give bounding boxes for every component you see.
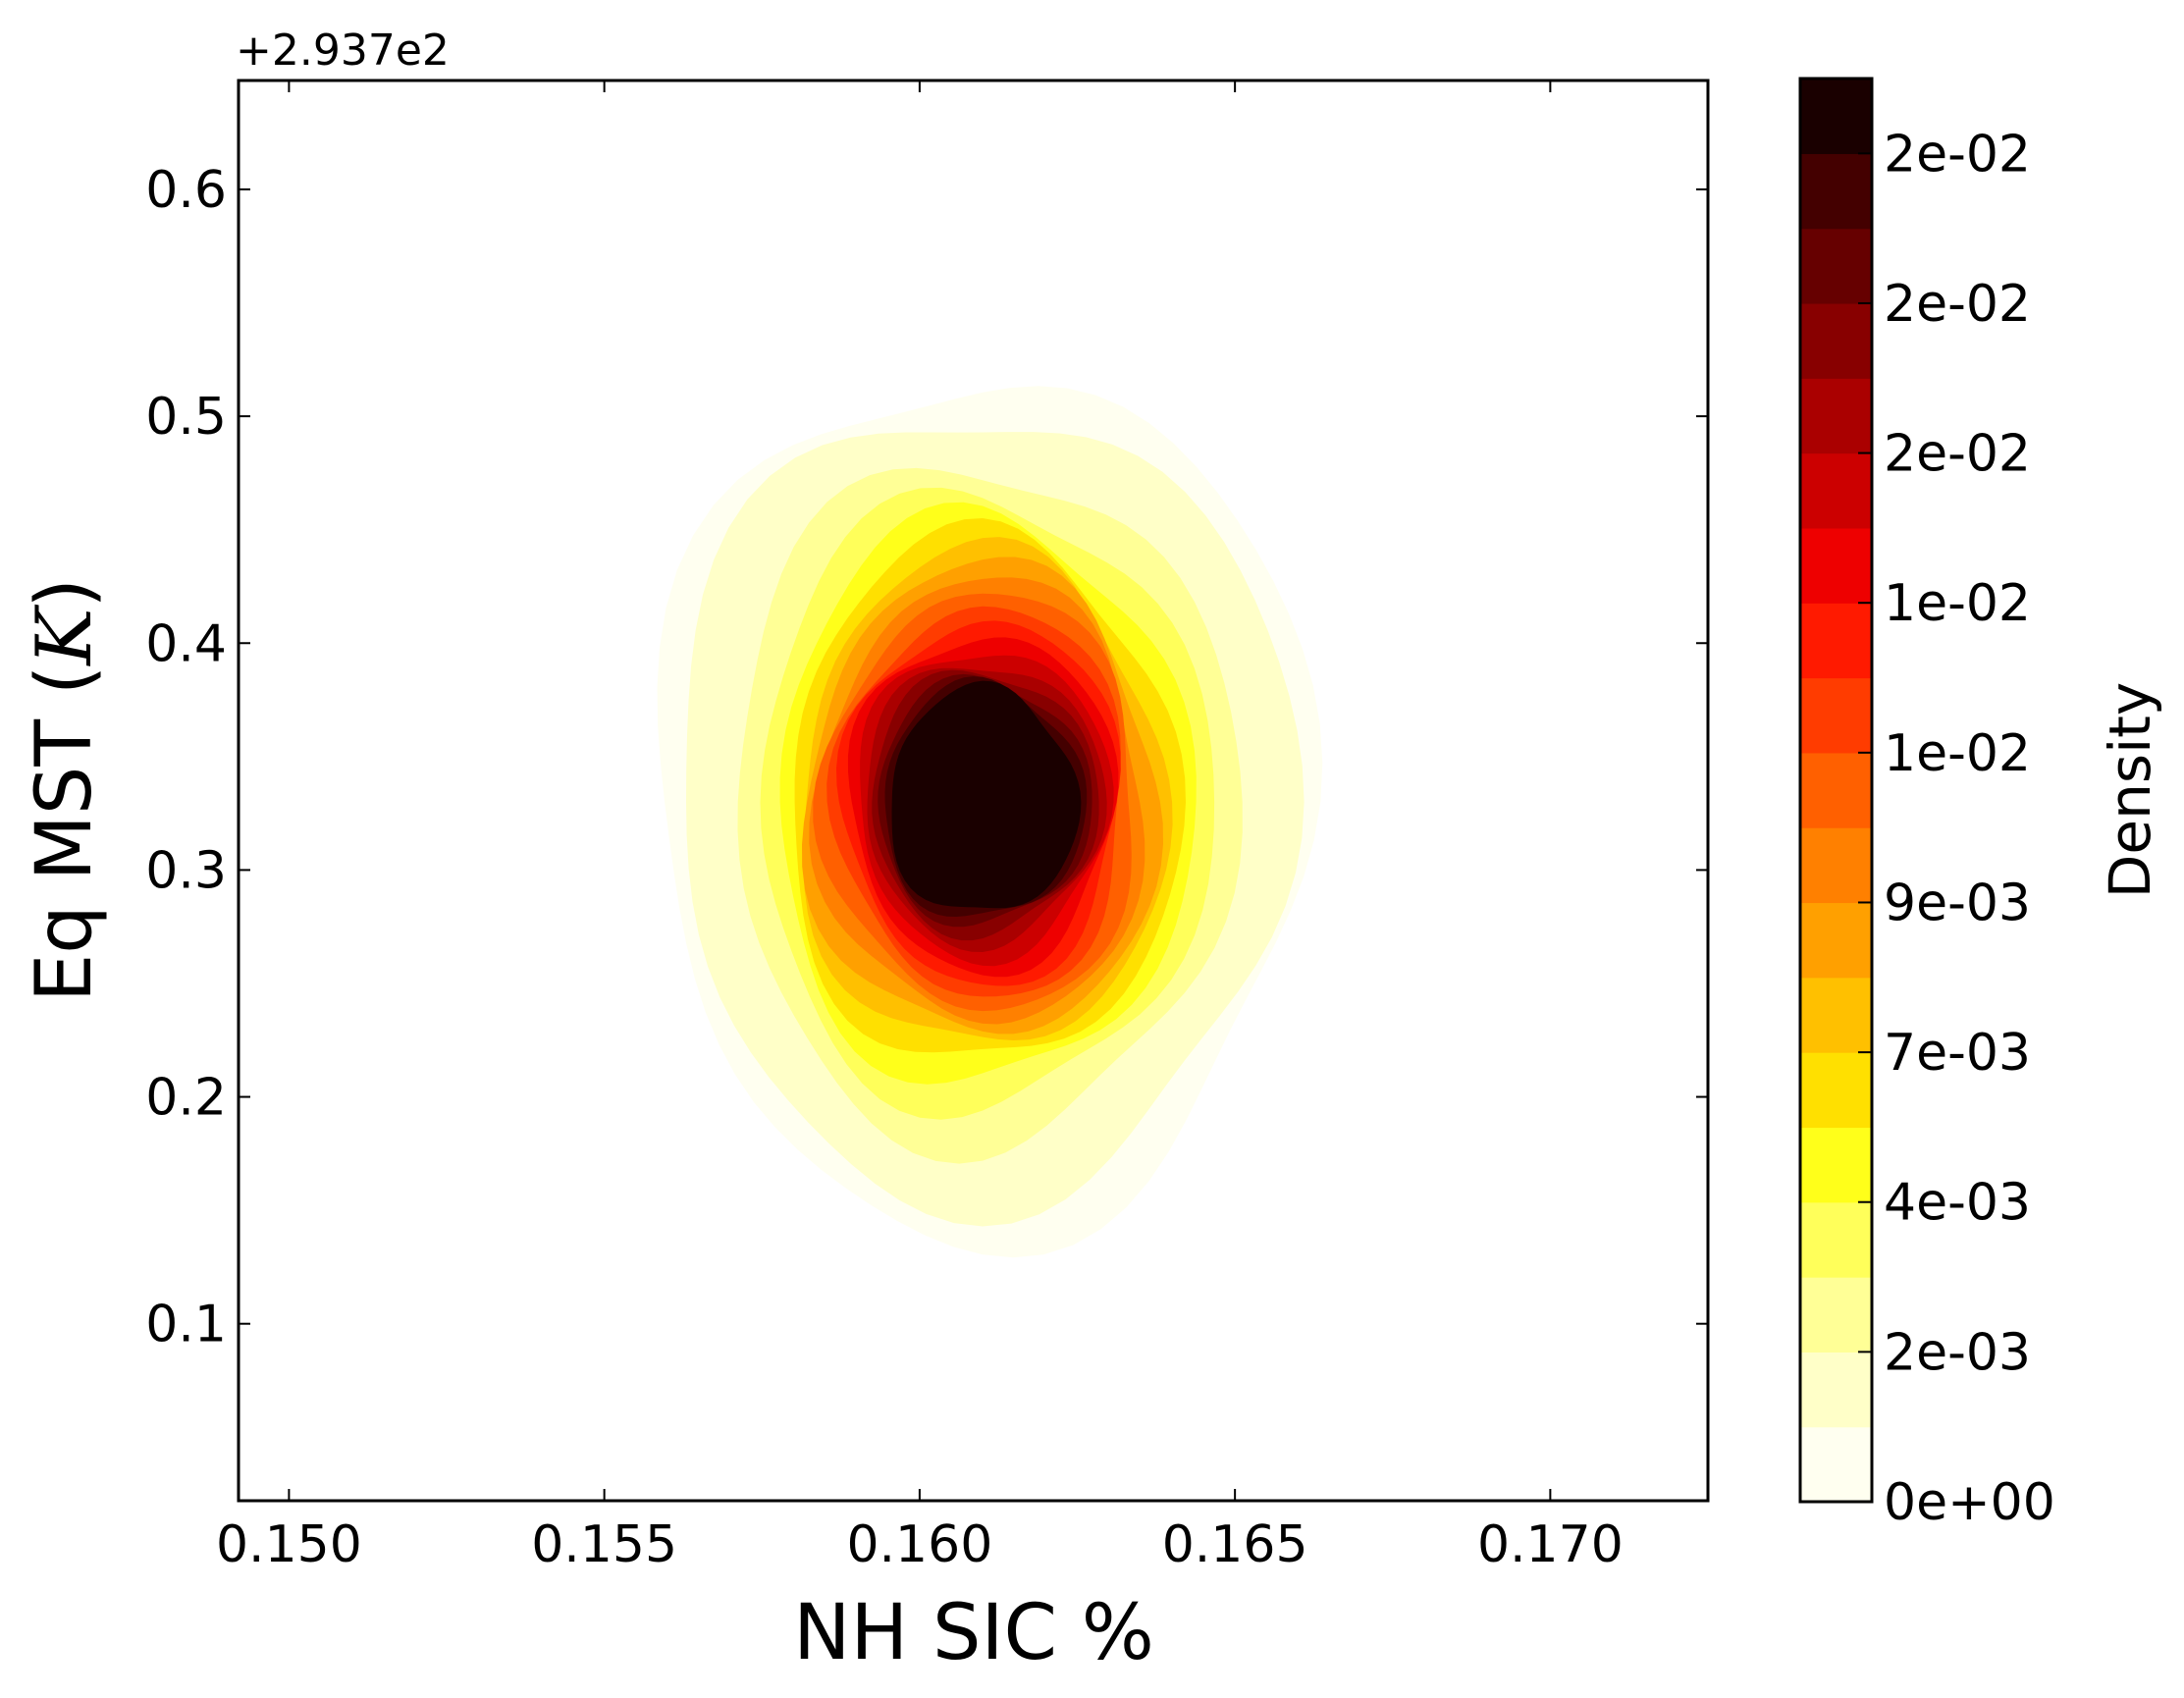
y-tick-label: 0.5 bbox=[145, 388, 227, 447]
y-tick-label: 0.6 bbox=[145, 161, 227, 220]
x-tick-label: 0.155 bbox=[531, 1515, 677, 1574]
colorbar-band bbox=[1800, 1052, 1872, 1129]
colorbar-band bbox=[1800, 1277, 1872, 1353]
y-axis-label: Eq MST (K) bbox=[21, 578, 109, 1002]
y-offset-label: +2.937e2 bbox=[236, 26, 450, 76]
colorbar-band bbox=[1800, 153, 1872, 230]
colorbar-band bbox=[1800, 228, 1872, 304]
y-tick-label: 0.2 bbox=[145, 1069, 227, 1128]
colorbar-band bbox=[1800, 1352, 1872, 1428]
plot-frame bbox=[237, 79, 1710, 1503]
x-axis: 0.150 0.155 0.160 0.165 0.170 bbox=[216, 80, 1624, 1574]
colorbar-band bbox=[1800, 1426, 1872, 1503]
colorbar-band bbox=[1800, 1201, 1872, 1278]
plot-area: 0.150 0.155 0.160 0.165 0.170 0.10.20.30.40.… bbox=[21, 26, 1710, 1677]
colorbar-band bbox=[1800, 752, 1872, 828]
colorbar-frame bbox=[1798, 77, 1874, 1504]
colorbar-tick-label: 9e-03 bbox=[1884, 874, 2031, 932]
colorbar-band bbox=[1800, 527, 1872, 604]
y-tick-label: 0.1 bbox=[145, 1296, 227, 1354]
colorbar-ticks: 0e+00 2e-03 4e-03 7e-03 9e-03 1e-02 1e-02 2e-02… bbox=[1858, 125, 2055, 1532]
colorbar-tick-label: 4e-03 bbox=[1884, 1174, 2031, 1233]
colorbar-tick-label: 2e-03 bbox=[1884, 1323, 2031, 1382]
colorbar-band bbox=[1800, 603, 1872, 679]
colorbar-tick-label: 7e-03 bbox=[1884, 1024, 2031, 1083]
density-contours bbox=[657, 386, 1323, 1258]
x-tick-label: 0.160 bbox=[846, 1515, 992, 1574]
colorbar-band bbox=[1800, 378, 1872, 454]
colorbar-tick-label: 1e-02 bbox=[1884, 724, 2031, 783]
contour-level-18 bbox=[891, 680, 1082, 909]
colorbar-band bbox=[1800, 302, 1872, 379]
colorbar-tick-label: 2e-02 bbox=[1884, 125, 2031, 184]
y-tick-label: 0.3 bbox=[145, 841, 227, 900]
colorbar-band bbox=[1800, 977, 1872, 1053]
colorbar: 0e+00 2e-03 4e-03 7e-03 9e-03 1e-02 1e-02 2e-02… bbox=[1798, 77, 2163, 1532]
colorbar-bands bbox=[1800, 79, 1872, 1503]
colorbar-band bbox=[1800, 677, 1872, 754]
colorbar-band bbox=[1800, 827, 1872, 904]
colorbar-tick-label: 2e-02 bbox=[1884, 275, 2031, 334]
colorbar-band bbox=[1800, 452, 1872, 529]
colorbar-tick-label: 1e-02 bbox=[1884, 574, 2031, 633]
x-tick-label: 0.150 bbox=[216, 1515, 362, 1574]
colorbar-band bbox=[1800, 902, 1872, 979]
colorbar-label: Density bbox=[2097, 682, 2163, 899]
x-tick-label: 0.165 bbox=[1162, 1515, 1308, 1574]
colorbar-band bbox=[1800, 79, 1872, 154]
x-tick-label: 0.170 bbox=[1477, 1515, 1624, 1574]
y-axis: 0.1 0.2 0.3 0.4 0.5 0.6 bbox=[145, 161, 1708, 1354]
colorbar-band bbox=[1800, 1127, 1872, 1203]
colorbar-tick-label: 2e-02 bbox=[1884, 425, 2031, 484]
y-tick-label: 0.4 bbox=[145, 614, 227, 673]
x-axis-label: NH SIC % bbox=[793, 1589, 1154, 1677]
colorbar-tick-label: 0e+00 bbox=[1884, 1473, 2055, 1532]
